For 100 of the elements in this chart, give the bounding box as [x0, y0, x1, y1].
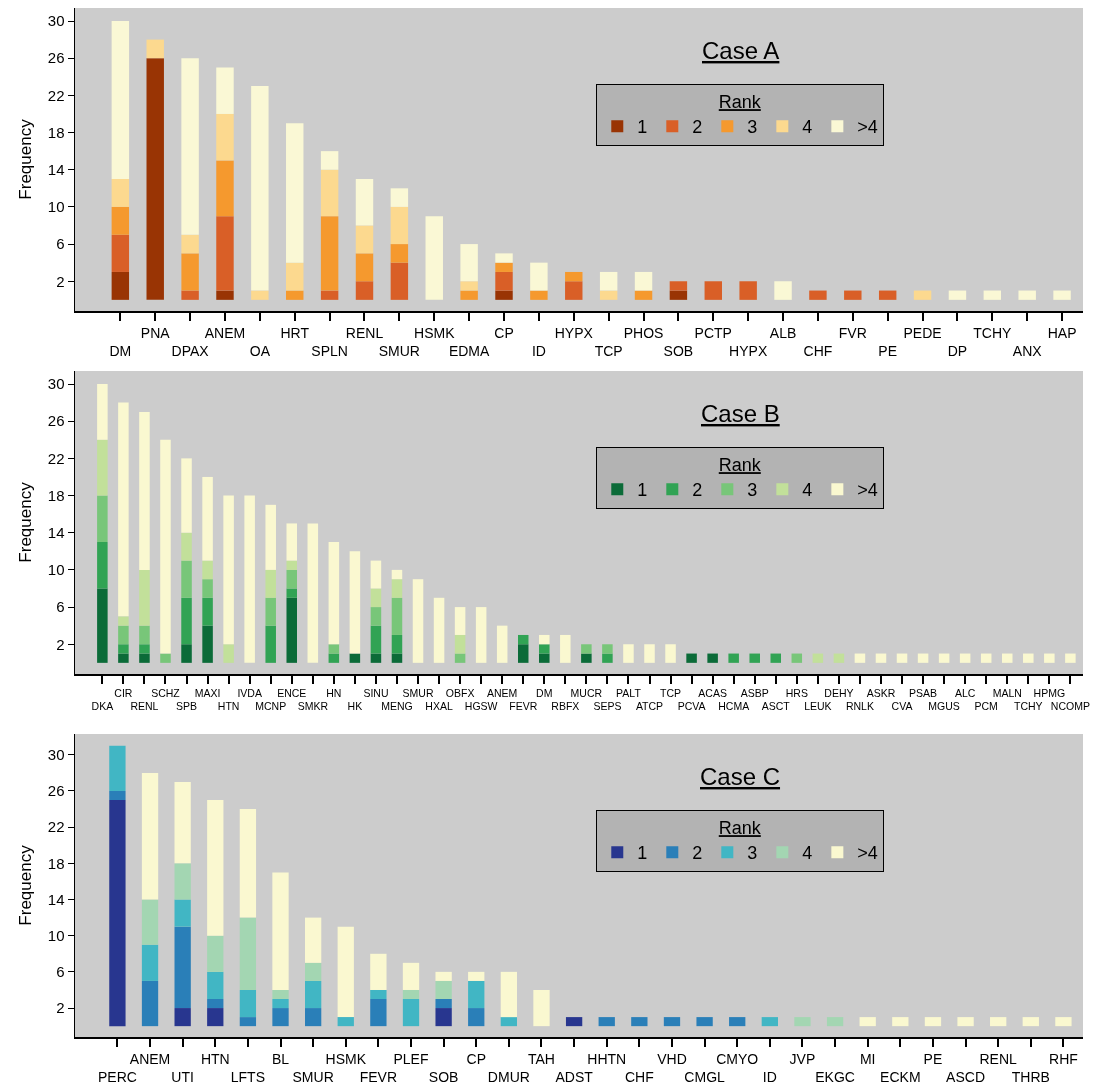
bar — [304, 962, 322, 981]
bar — [598, 1017, 615, 1027]
bar — [174, 1008, 191, 1027]
bar — [328, 542, 340, 645]
bar — [337, 926, 354, 1018]
x-tick-label: SMKR — [297, 700, 329, 713]
x-tick-label: HCMA — [718, 700, 750, 713]
bar — [118, 625, 129, 645]
y-tick-label: 10 — [47, 926, 65, 944]
bar — [111, 206, 130, 235]
bar — [181, 290, 199, 300]
x-tick-label: TCP — [660, 686, 682, 699]
bar — [1018, 290, 1036, 300]
legend-label: 1 — [637, 843, 648, 864]
x-tick-label: RHF — [1049, 1050, 1078, 1067]
bar — [97, 542, 108, 589]
x-tick-label: LFTS — [230, 1069, 266, 1085]
bar — [500, 971, 518, 1018]
bar — [370, 999, 387, 1027]
bar — [111, 234, 130, 272]
bar — [990, 1017, 1007, 1027]
x-tick-label: RENL — [345, 324, 384, 341]
x-tick-label: PSAB — [909, 686, 938, 699]
x-tick-label: ADST — [555, 1069, 594, 1085]
bar — [109, 745, 126, 791]
x-tick-label: IVDA — [237, 686, 262, 699]
bar — [320, 216, 339, 291]
bar — [202, 579, 213, 598]
bar — [391, 569, 403, 580]
bar — [980, 653, 992, 663]
legend-label: 4 — [802, 480, 813, 501]
x-tick-label: LEUK — [804, 700, 832, 713]
bar — [983, 290, 1002, 300]
bar — [433, 597, 445, 663]
bar — [207, 1008, 224, 1027]
bar — [530, 290, 548, 300]
bar — [355, 179, 374, 226]
bar — [475, 607, 487, 663]
bar — [141, 944, 159, 981]
bar — [892, 1017, 909, 1027]
bar — [669, 281, 688, 291]
x-tick-label: UTI — [171, 1069, 194, 1085]
bar — [1055, 1017, 1072, 1027]
x-tick-label: HHTN — [587, 1050, 627, 1067]
bar — [118, 653, 129, 663]
x-tick-label: HRS — [785, 686, 808, 699]
legend-label: 2 — [692, 480, 703, 501]
bar — [370, 560, 382, 589]
bar — [328, 653, 340, 663]
x-tick-label: PCM — [974, 700, 998, 713]
bar — [355, 281, 374, 300]
bar — [878, 290, 897, 300]
legend-label: 2 — [692, 843, 703, 864]
bar — [435, 980, 452, 1000]
bar — [370, 953, 387, 990]
x-tick-label: EDMA — [448, 343, 491, 359]
bar — [118, 644, 129, 654]
bar — [174, 899, 191, 927]
bar — [770, 653, 782, 663]
x-tick-label: HYPX — [554, 324, 594, 341]
bar — [160, 439, 171, 654]
bar — [239, 989, 257, 1018]
bar — [391, 597, 403, 635]
bar — [207, 800, 224, 936]
bar — [1065, 653, 1076, 663]
y-tick-label: 18 — [47, 123, 65, 141]
legend-label: >4 — [857, 843, 878, 864]
x-tick-label: ANEM — [487, 686, 518, 699]
bar — [370, 989, 387, 1000]
bar — [111, 179, 130, 207]
bar — [239, 1017, 257, 1027]
bar — [202, 560, 213, 580]
x-tick-label: SPLN — [311, 343, 348, 359]
bar — [623, 644, 634, 663]
bar — [704, 281, 722, 300]
y-tick-label: 22 — [47, 449, 65, 467]
bar — [454, 607, 466, 635]
bar — [496, 625, 508, 663]
bar — [896, 653, 908, 663]
x-tick-label: SMUR — [292, 1069, 334, 1085]
x-tick-label: DM — [536, 686, 553, 699]
bar — [97, 495, 108, 543]
x-tick-label: CHF — [803, 343, 833, 359]
x-tick-label: ATCP — [635, 700, 664, 713]
bar — [560, 634, 571, 663]
bar — [517, 634, 529, 645]
x-tick-label: ASBP — [740, 686, 769, 699]
bar — [370, 625, 382, 654]
bar — [304, 980, 322, 1009]
bar — [239, 809, 257, 918]
x-tick-label: PCTP — [694, 324, 732, 341]
x-tick-label: HYPX — [729, 343, 768, 359]
bar — [216, 290, 234, 300]
x-tick-label: CIR — [114, 686, 133, 699]
bar — [265, 597, 276, 626]
bar — [495, 271, 513, 291]
bar — [272, 872, 289, 990]
y-tick-label: 6 — [56, 235, 65, 253]
x-tick-label: JVP — [789, 1050, 816, 1067]
bar — [139, 569, 150, 626]
